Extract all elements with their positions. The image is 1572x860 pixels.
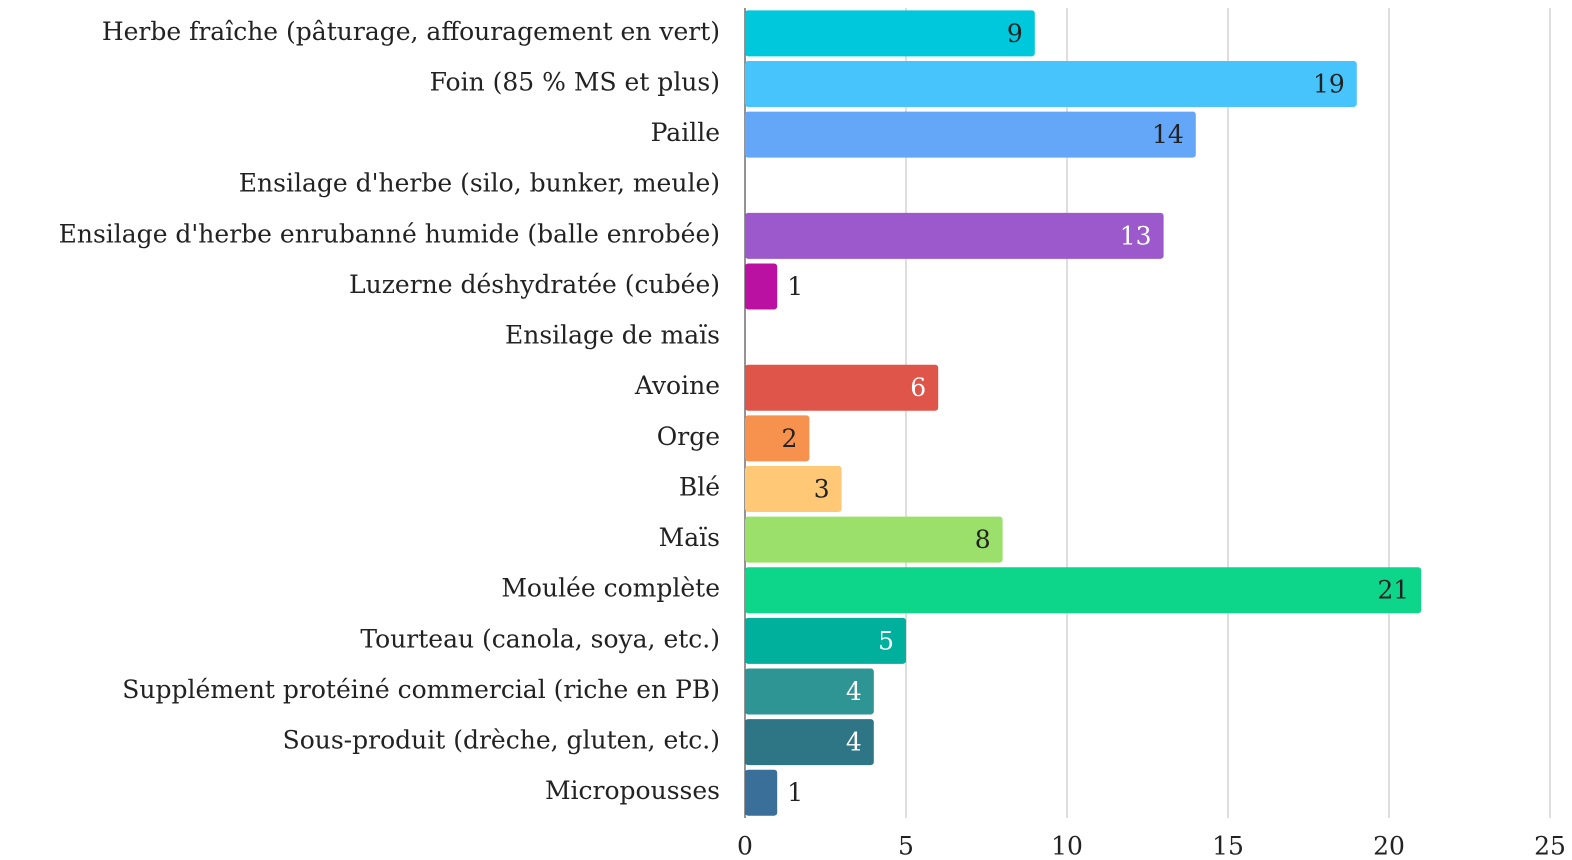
bar (745, 617, 906, 664)
bar (745, 719, 874, 766)
x-tick-label: 25 (1534, 832, 1566, 860)
y-tick-label: Avoine (634, 371, 720, 400)
x-tick-label: 0 (737, 832, 753, 860)
value-label: 13 (1120, 221, 1152, 250)
y-tick-label: Ensilage d'herbe (silo, bunker, meule) (239, 169, 720, 198)
value-label: 9 (1007, 19, 1023, 48)
y-tick-label: Paille (651, 118, 720, 147)
value-label: 19 (1313, 69, 1345, 98)
x-tick-label: 15 (1212, 832, 1244, 860)
bar (745, 415, 810, 462)
bar (745, 10, 1035, 57)
y-tick-label: Orge (657, 422, 720, 451)
bar (745, 567, 1422, 614)
bar (745, 111, 1196, 158)
y-tick-label: Moulée complète (501, 574, 720, 603)
y-tick-label: Maïs (659, 523, 720, 552)
value-label: 4 (846, 728, 862, 757)
value-label: 4 (846, 677, 862, 706)
y-tick-label: Foin (85 % MS et plus) (430, 67, 720, 96)
bar (745, 212, 1164, 259)
bar (745, 263, 778, 310)
value-label: 8 (975, 525, 991, 554)
y-tick-label: Sous-produit (drèche, gluten, etc.) (283, 726, 720, 755)
y-tick-label: Blé (679, 472, 720, 501)
value-label: 21 (1377, 576, 1409, 605)
value-label: 5 (878, 626, 894, 655)
value-label: 6 (910, 373, 926, 402)
bar (745, 516, 1003, 563)
value-label: 1 (787, 778, 803, 807)
y-tick-label: Ensilage d'herbe enrubanné humide (balle… (59, 219, 720, 248)
value-label: 1 (787, 272, 803, 301)
x-tick-label: 5 (898, 832, 914, 860)
y-tick-label: Tourteau (canola, soya, etc.) (360, 624, 720, 653)
bar (745, 668, 874, 715)
value-label: 14 (1152, 120, 1184, 149)
y-tick-label: Supplément protéiné commercial (riche en… (122, 675, 720, 704)
value-label: 3 (814, 474, 830, 503)
bar (745, 769, 778, 816)
y-tick-label: Micropousses (545, 776, 720, 805)
x-tick-label: 10 (1051, 832, 1083, 860)
y-tick-label: Herbe fraîche (pâturage, affouragement e… (102, 17, 720, 46)
x-tick-label: 20 (1373, 832, 1405, 860)
bar (745, 364, 939, 411)
bar (745, 60, 1357, 107)
value-label: 2 (781, 424, 797, 453)
y-tick-label: Luzerne déshydratée (cubée) (349, 270, 720, 299)
y-tick-label: Ensilage de maïs (505, 321, 720, 350)
bar (745, 465, 842, 512)
